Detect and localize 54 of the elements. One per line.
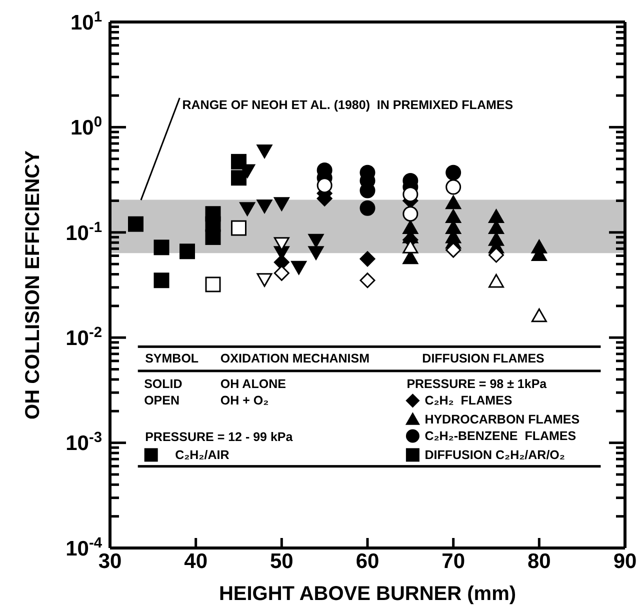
point	[308, 234, 324, 248]
point	[274, 197, 290, 211]
point	[488, 274, 504, 288]
x-axis-title: HEIGHT ABOVE BURNER (mm)	[218, 583, 516, 605]
point	[256, 273, 272, 287]
y-tick-label: 10$^{0}$	[70, 114, 102, 140]
point	[240, 202, 256, 216]
legend-label: C₂H₂/AIR	[175, 448, 230, 462]
annotation: OH ALONE	[220, 376, 286, 391]
annotation: OH + O₂	[220, 394, 269, 408]
point	[205, 229, 221, 245]
legend-label: HYDROCARBON FLAMES	[424, 412, 580, 427]
legend-label: DIFFUSION C₂H₂/AR/O₂	[424, 448, 565, 462]
x-tick-label: 60	[356, 550, 380, 573]
point	[256, 200, 272, 214]
band-label: RANGE OF NEOH ET AL. (1980) IN PREMIXED FLAMES	[182, 98, 514, 112]
point	[231, 220, 246, 236]
point	[402, 206, 418, 222]
legend-label: C₂H₂-BENZENE FLAMES	[424, 428, 576, 443]
point	[446, 195, 462, 210]
point	[291, 260, 307, 275]
x-tick-label: 70	[442, 550, 466, 573]
annotation: PRESSURE = 98 ± 1kPa	[406, 376, 548, 391]
point	[256, 144, 272, 158]
point	[180, 244, 195, 260]
point	[308, 246, 324, 260]
point	[402, 186, 418, 202]
legend-label: C₂H₂ FLAMES	[424, 394, 512, 408]
point	[128, 216, 144, 232]
x-tick-label: 40	[184, 550, 208, 573]
point	[360, 251, 376, 267]
point	[531, 308, 547, 322]
y-axis-title: OH COLLISION EFFICIENCY	[22, 150, 44, 420]
point	[360, 200, 376, 216]
point	[154, 240, 170, 256]
point	[446, 164, 462, 180]
x-tick-label: 50	[270, 550, 294, 573]
y-tick-label: 10$^{-2}$	[66, 324, 102, 350]
annotation: OXIDATION MECHANISM	[220, 351, 370, 366]
point	[154, 272, 170, 288]
annotation: SYMBOL	[145, 351, 199, 366]
y-tick-label: 10$^{1}$	[70, 9, 102, 34]
point	[240, 164, 256, 178]
annotation: SOLID	[144, 376, 182, 391]
point	[446, 209, 462, 224]
annotation: DIFFUSION FLAMES	[422, 351, 544, 366]
point	[488, 209, 504, 224]
annotation: OPEN	[144, 394, 180, 408]
x-tick-label: 80	[527, 550, 551, 573]
x-tick-label: 90	[613, 550, 637, 573]
point	[231, 170, 246, 186]
y-tick-label: 10$^{-1}$	[66, 220, 102, 245]
annotation: PRESSURE = 12 - 99 kPa	[145, 430, 294, 444]
y-tick-label: 10$^{-3}$	[66, 430, 102, 456]
